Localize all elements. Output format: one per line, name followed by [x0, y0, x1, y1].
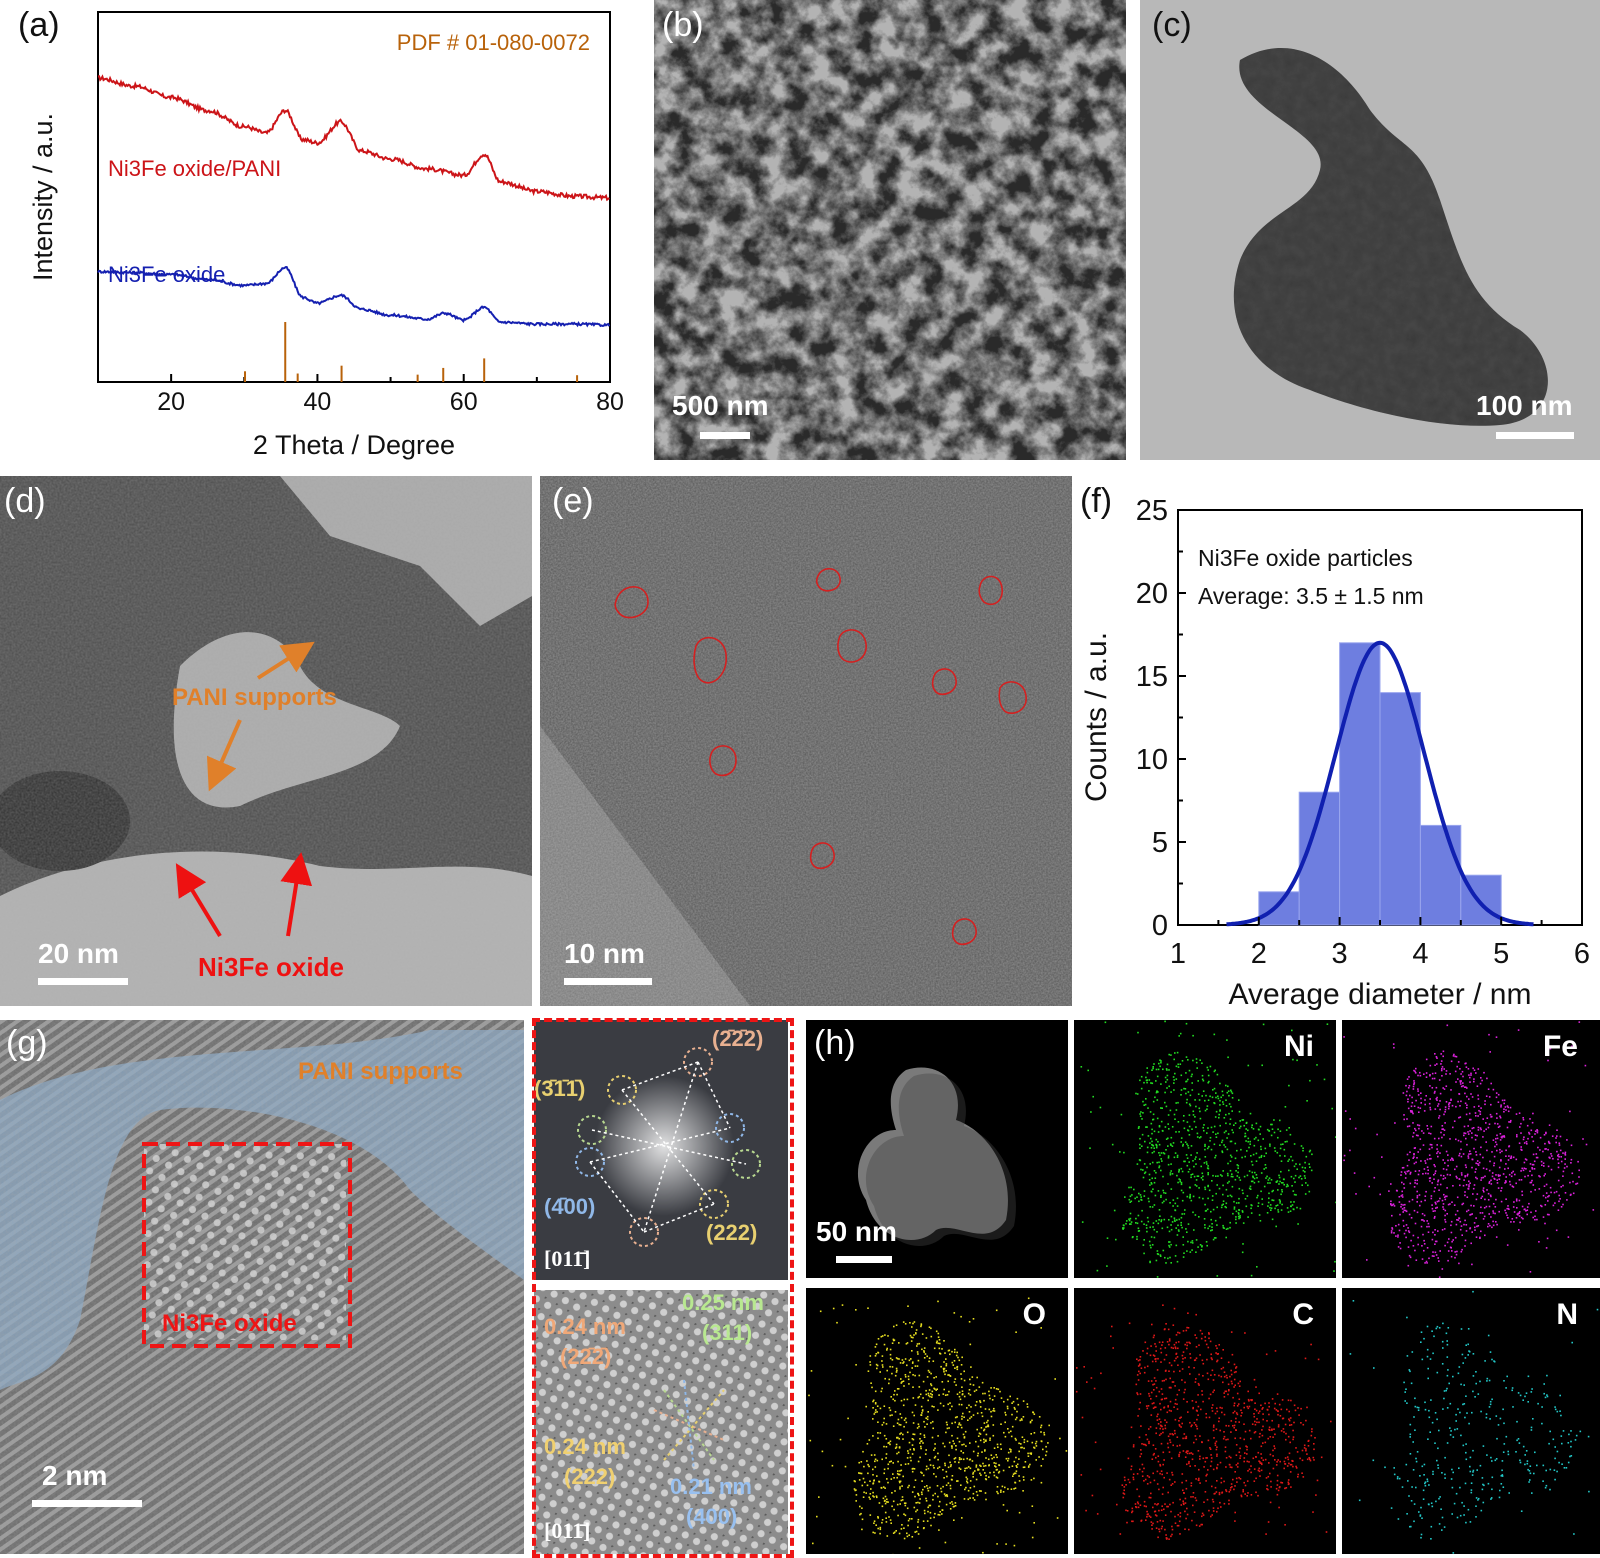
annot-arrows-d: [0, 476, 532, 1006]
hist-xlabel: Average diameter / nm: [1229, 978, 1532, 1011]
ifft-d1-plane: (22̄2̄): [560, 1344, 611, 1370]
hist-legend-line2: Average: 3.5 ± 1.5 nm: [1198, 583, 1424, 609]
panel-label-e: (e): [552, 482, 594, 521]
fft-label-311-bar: (3̄1̄1̄): [534, 1076, 585, 1102]
ifft-d4-plane: (400): [686, 1504, 737, 1530]
xrd-x-tick-label: 60: [450, 388, 478, 416]
panel-label-f: (f): [1080, 482, 1112, 521]
fft-zone-axis: [011̄]: [544, 1246, 590, 1272]
eds-scalebar-label: 50 nm: [816, 1216, 897, 1248]
histogram-bar: [1340, 643, 1380, 925]
tem-scalebar-label: 100 nm: [1476, 390, 1573, 422]
hist-legend-line1: Ni3Fe oxide particles: [1198, 545, 1413, 571]
annot-oxide-d: Ni3Fe oxide: [198, 952, 344, 983]
hist-x-tick-label: 3: [1332, 938, 1348, 970]
hist-y-tick-label: 15: [1136, 661, 1168, 693]
hrtem-g-scalebar: [32, 1500, 142, 1507]
eds-map-fe: Fe: [1342, 1020, 1600, 1278]
sem-scalebar-label: 500 nm: [672, 390, 769, 422]
histogram-bar: [1420, 825, 1460, 925]
xrd-frame: [98, 12, 610, 382]
panel-label-c: (c): [1152, 6, 1192, 45]
ifft-d1-value: 0.24 nm: [544, 1314, 626, 1340]
ifft-zone-axis: [011̄]: [544, 1518, 590, 1544]
eds-label-o: O: [1023, 1298, 1046, 1332]
annot-pani-supports-g: PANI supports: [298, 1058, 463, 1086]
eds-map-o: O: [806, 1288, 1068, 1554]
hist-ylabel: Counts / a.u.: [1080, 632, 1113, 802]
fft-label-222-bar: (2̄2̄2): [712, 1026, 763, 1052]
eds-map-ni: Ni: [1074, 1020, 1336, 1278]
panel-e-hrtem-image: (e) 10 nm: [540, 476, 1072, 1006]
xrd-series-line-oxide: [98, 267, 609, 326]
ifft-d4-value: 0.21 nm: [670, 1474, 752, 1500]
panel-d-tem-image: (d) PANI supports Ni3Fe oxide 20 nm: [0, 476, 532, 1006]
eds-label-c: C: [1292, 1298, 1314, 1332]
hrtem-e-scalebar-label: 10 nm: [564, 938, 645, 970]
xrd-xlabel: 2 Theta / Degree: [253, 430, 455, 460]
ifft-d3-plane: (222): [564, 1464, 615, 1490]
histogram-chart: 1 2 3 4 5 6 0 5 10 15 20 25 Ni3Fe oxide particles A…: [1080, 476, 1600, 1016]
histogram-bar: [1259, 892, 1299, 925]
panel-g-hrtem-image: (g) PANI supports Ni3Fe oxide 2 nm: [0, 1020, 524, 1554]
xrd-x-tick-label: 20: [157, 388, 185, 416]
hist-y-tick-label: 20: [1136, 578, 1168, 610]
xrd-series-label-pani: Ni3Fe oxide/PANI: [108, 156, 281, 181]
hist-x-tick-label: 1: [1170, 938, 1186, 970]
panel-label-h: (h): [814, 1024, 856, 1063]
ifft-d2-value: 0.25 nm: [682, 1290, 764, 1316]
hist-x-tick-label: 5: [1493, 938, 1509, 970]
xrd-ylabel: Intensity / a.u.: [28, 113, 58, 281]
hist-x-tick-label: 2: [1251, 938, 1267, 970]
panel-f: 1 2 3 4 5 6 0 5 10 15 20 25 Ni3Fe oxide particles A…: [1080, 476, 1600, 1016]
fft-label-222: (222): [706, 1220, 757, 1246]
xrd-x-tick-label: 40: [304, 388, 332, 416]
annot-oxide-g: Ni3Fe oxide: [162, 1310, 297, 1338]
ifft-d2-plane: (311): [702, 1320, 752, 1346]
xrd-x-tick-label: 80: [596, 388, 624, 416]
panel-label-b: (b): [662, 6, 704, 45]
eds-haadf-map: (h) 50 nm: [806, 1020, 1068, 1278]
panel-c-tem-image: (c) 100 nm: [1140, 0, 1600, 460]
tem-scalebar: [1496, 432, 1574, 439]
panel-label-g: (g): [6, 1024, 48, 1063]
ifft-inset: 0.24 nm (22̄2̄) 0.25 nm (311) 0.24 nm (2…: [534, 1290, 788, 1554]
fft-label-400-bar: (4̄00): [544, 1194, 595, 1220]
hist-x-tick-label: 4: [1412, 938, 1428, 970]
hist-y-tick-label: 10: [1136, 744, 1168, 776]
ifft-d3-value: 0.24 nm: [544, 1434, 626, 1460]
eds-map-c: C: [1074, 1288, 1336, 1554]
hist-y-tick-label: 5: [1152, 827, 1168, 859]
hrtem-e-texture: [540, 476, 1072, 1006]
sem-scalebar: [700, 432, 750, 439]
histogram-bar: [1380, 693, 1420, 925]
eds-label-fe: Fe: [1543, 1030, 1578, 1064]
hrtem-g-scalebar-label: 2 nm: [42, 1460, 107, 1492]
hist-y-tick-label: 25: [1136, 495, 1168, 527]
eds-scalebar: [836, 1256, 892, 1263]
tem-d-scalebar-label: 20 nm: [38, 938, 119, 970]
eds-label-ni: Ni: [1284, 1030, 1314, 1064]
xrd-chart: 20 40 60 80 PDF # 01-080-0072 Ni3Fe oxide/P…: [0, 0, 640, 460]
hrtem-e-scalebar: [564, 978, 652, 985]
xrd-pdf-ref: PDF # 01-080-0072: [397, 30, 590, 55]
eds-map-n: N: [1342, 1288, 1600, 1554]
xrd-series-line-pani: [98, 76, 609, 199]
fft-inset: (2̄2̄2) (3̄1̄1̄) (4̄00) (222) [011̄]: [534, 1020, 788, 1280]
eds-label-n: N: [1556, 1298, 1578, 1332]
tem-d-scalebar: [38, 978, 128, 985]
hist-x-tick-label: 6: [1574, 938, 1590, 970]
hist-y-tick-label: 0: [1152, 910, 1168, 942]
panel-b-sem-image: (b) 500 nm: [654, 0, 1126, 460]
